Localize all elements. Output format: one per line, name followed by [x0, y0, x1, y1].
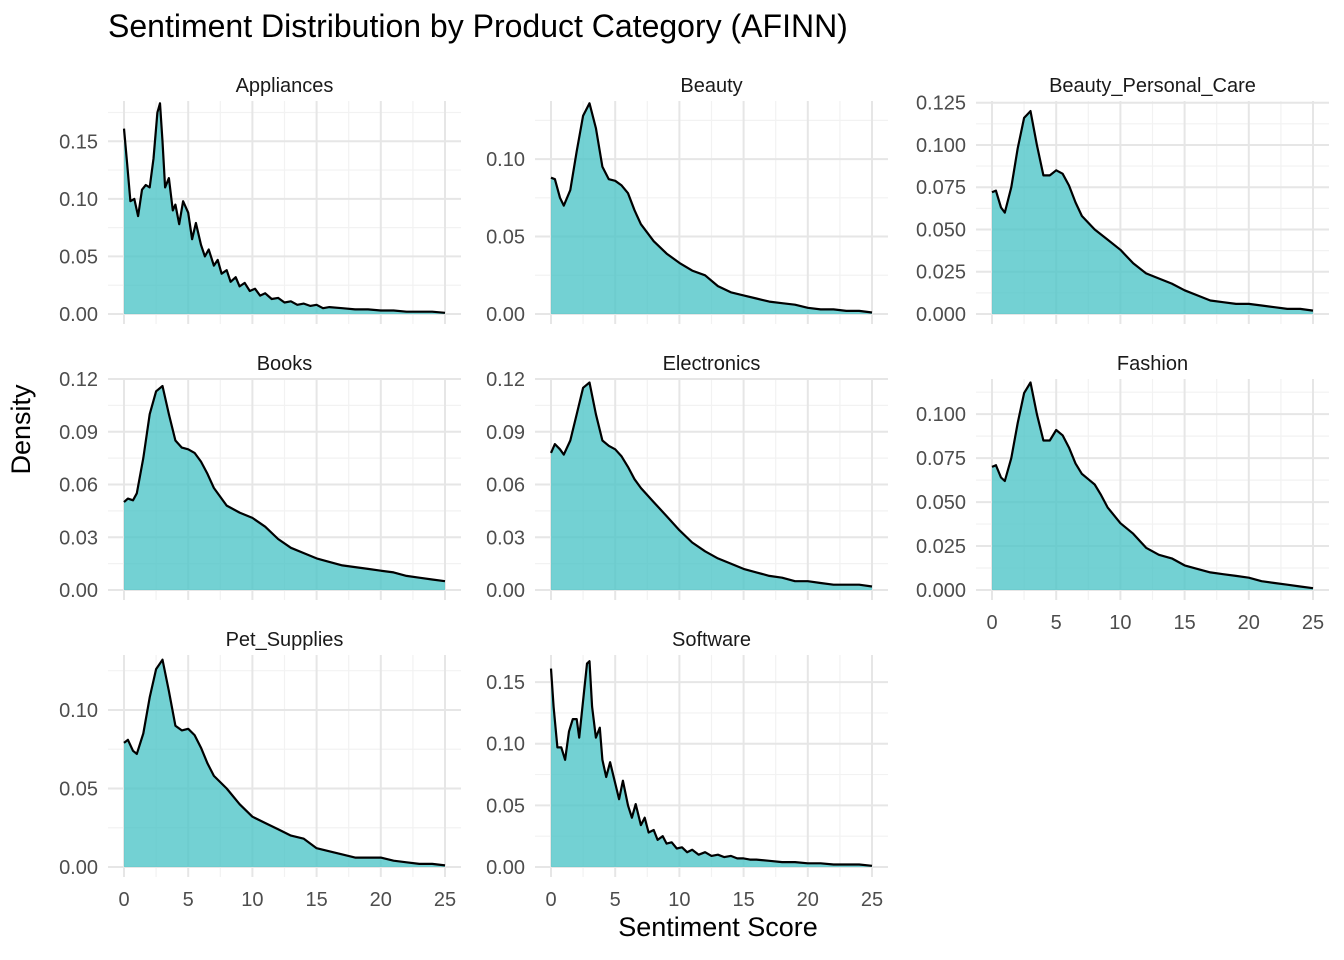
density-area: [551, 103, 872, 314]
y-tick-label: 0.00: [486, 304, 525, 326]
x-tick-label: 10: [1109, 612, 1131, 634]
density-line: [991, 381, 1314, 590]
y-tick-label: 0.00: [59, 304, 98, 326]
facet-panel-pet-supplies: Pet_Supplies 0.00 0.05 0.10 0 5 10 15 20 25: [59, 629, 461, 911]
facet-strip-label: Books: [257, 353, 313, 375]
y-tick-label: 0.15: [486, 672, 525, 694]
x-tick-label: 10: [241, 889, 263, 911]
facet-panel-electronics: Electronics 0.00 0.03 0.06 0.09 0.12: [486, 353, 888, 602]
density-area: [124, 103, 445, 314]
y-tick-label: 0.09: [486, 422, 525, 444]
x-tick-label: 20: [370, 889, 392, 911]
density-area: [124, 659, 445, 867]
density-line: [549, 381, 873, 588]
y-tick-label: 0.00: [59, 857, 98, 879]
density-area: [992, 111, 1313, 314]
y-tick-label: 0.000: [916, 304, 966, 326]
y-tick-label: 0.10: [59, 700, 98, 722]
y-tick-label: 0.100: [916, 404, 966, 426]
y-tick-label: 0.03: [59, 527, 98, 549]
y-tick-label: 0.025: [916, 262, 966, 284]
x-tick-label: 25: [1302, 612, 1324, 634]
density-line: [123, 658, 446, 867]
y-tick-label: 0.075: [916, 448, 966, 470]
x-tick-label: 15: [732, 889, 754, 911]
y-tick-label: 0.00: [59, 580, 98, 602]
y-tick-label: 0.10: [59, 189, 98, 211]
facet-strip-label: Appliances: [236, 75, 334, 97]
facet-strip-label: Pet_Supplies: [226, 629, 344, 651]
density-line: [122, 102, 446, 314]
density-line: [549, 660, 873, 867]
x-tick-label: 25: [434, 889, 456, 911]
x-tick-label: 5: [1051, 612, 1062, 634]
x-tick-label: 20: [1238, 612, 1260, 634]
density-area: [551, 382, 872, 590]
density-line: [550, 102, 873, 314]
y-tick-label: 0.03: [486, 527, 525, 549]
x-tick-label: 5: [183, 889, 194, 911]
y-tick-label: 0.06: [59, 475, 98, 497]
density-area: [992, 382, 1313, 590]
y-tick-label: 0.050: [916, 492, 966, 514]
y-tick-label: 0.12: [486, 369, 525, 391]
x-tick-label: 10: [668, 889, 690, 911]
y-tick-label: 0.00: [486, 857, 525, 879]
y-axis-label: Density: [6, 384, 36, 475]
y-tick-label: 0.050: [916, 219, 966, 241]
y-tick-label: 0.05: [486, 227, 525, 249]
x-tick-label: 0: [986, 612, 997, 634]
x-tick-label: 20: [797, 889, 819, 911]
x-axis-label: Sentiment Score: [618, 912, 818, 942]
facet-panel-beauty: Beauty 0.00 0.05 0.10: [486, 75, 888, 326]
y-tick-label: 0.10: [486, 734, 525, 756]
y-tick-label: 0.000: [916, 580, 966, 602]
density-line: [123, 384, 446, 583]
x-tick-label: 5: [610, 889, 621, 911]
facet-strip-label: Fashion: [1117, 353, 1188, 375]
x-tick-label: 15: [1173, 612, 1195, 634]
x-tick-label: 25: [861, 889, 883, 911]
y-tick-label: 0.09: [59, 422, 98, 444]
density-area: [551, 661, 872, 867]
y-tick-label: 0.025: [916, 536, 966, 558]
y-tick-label: 0.15: [59, 131, 98, 153]
facet-panel-appliances: Appliances 0.00 0.05 0.10 0.15: [59, 75, 461, 326]
facet-strip-label: Electronics: [663, 353, 761, 375]
facet-panel-software: Software 0.00 0.05 0.10 0.15 0 5 10 15 20 25: [486, 629, 888, 911]
density-line: [991, 110, 1314, 312]
y-tick-label: 0.00: [486, 580, 525, 602]
y-tick-label: 0.12: [59, 369, 98, 391]
facet-strip-label: Beauty_Personal_Care: [1049, 75, 1256, 97]
facet-panel-fashion: Fashion 0.000 0.025 0.050 0.075 0.100 0 5 10 15 20…: [916, 353, 1329, 634]
y-tick-label: 0.100: [916, 135, 966, 157]
facet-strip-label: Beauty: [680, 75, 742, 97]
y-tick-label: 0.075: [916, 177, 966, 199]
facet-strip-label: Software: [672, 629, 751, 651]
y-tick-label: 0.05: [59, 246, 98, 268]
x-tick-label: 0: [545, 889, 556, 911]
y-tick-label: 0.05: [486, 795, 525, 817]
y-tick-label: 0.05: [59, 778, 98, 800]
x-tick-label: 0: [118, 889, 129, 911]
y-tick-label: 0.10: [486, 149, 525, 171]
y-tick-label: 0.06: [486, 475, 525, 497]
y-tick-label: 0.125: [916, 93, 966, 115]
chart-title: Sentiment Distribution by Product Catego…: [108, 8, 848, 44]
x-tick-label: 15: [305, 889, 327, 911]
facet-panel-beauty-personal-care: Beauty_Personal_Care 0.000 0.025 0.050 0.075…: [916, 75, 1329, 326]
density-area: [124, 386, 445, 590]
facet-panel-books: Books 0.00 0.03 0.06 0.09 0.12: [59, 353, 461, 602]
